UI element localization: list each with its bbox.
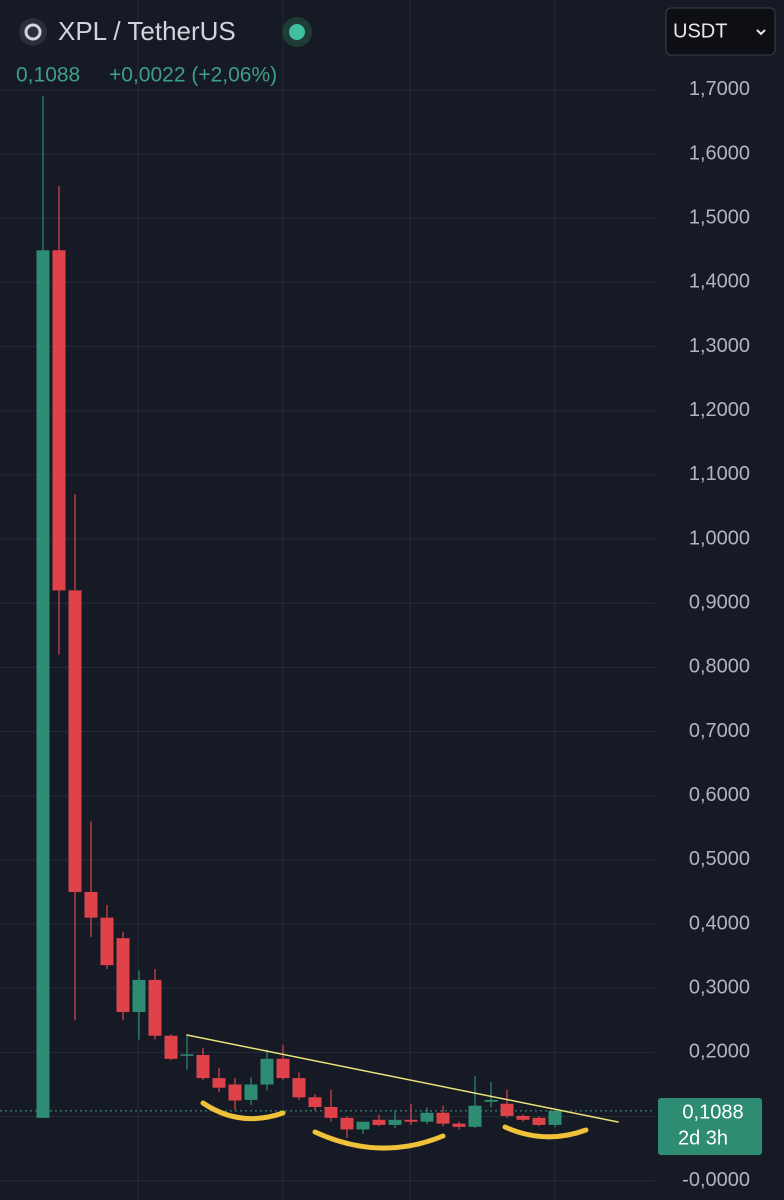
currency-button[interactable]: USDT bbox=[665, 7, 776, 56]
candle-body bbox=[84, 891, 98, 918]
candle-body bbox=[260, 1058, 274, 1085]
trend-line bbox=[186, 1034, 619, 1123]
price-tag-value: 0,1088 bbox=[682, 1101, 743, 1123]
candle-body bbox=[372, 1119, 386, 1125]
candle-body bbox=[228, 1084, 242, 1101]
y-tick-label: 1,7000 bbox=[689, 78, 750, 100]
candle-body bbox=[500, 1103, 514, 1116]
candle-body bbox=[516, 1115, 530, 1120]
symbol-title: XPL / TetherUS bbox=[58, 16, 236, 46]
candle-body bbox=[244, 1084, 258, 1100]
y-tick-label: 1,1000 bbox=[689, 463, 750, 485]
candle-body bbox=[148, 979, 162, 1036]
y-tick-label: 1,6000 bbox=[689, 142, 750, 164]
y-tick-label: 1,3000 bbox=[689, 335, 750, 357]
candle-body bbox=[324, 1106, 338, 1118]
candle-body bbox=[436, 1112, 450, 1124]
candle-body bbox=[36, 250, 50, 1118]
y-tick-label: -0,0000 bbox=[682, 1169, 750, 1191]
candle-body bbox=[292, 1078, 306, 1098]
candle-body bbox=[100, 917, 114, 966]
price-change: +0,0022 (+2,06%) bbox=[109, 64, 277, 87]
y-tick-label: 0,7000 bbox=[689, 720, 750, 742]
candle-body bbox=[388, 1119, 402, 1125]
candle-body bbox=[180, 1054, 194, 1056]
y-tick-label: 0,2000 bbox=[689, 1041, 750, 1063]
last-price: 0,1088 bbox=[16, 64, 80, 87]
candle-body bbox=[116, 938, 130, 1012]
candle-body bbox=[68, 590, 82, 892]
candle-body bbox=[452, 1123, 466, 1127]
y-tick-label: 0,3000 bbox=[689, 977, 750, 999]
candle-body bbox=[52, 250, 66, 591]
candle-body bbox=[484, 1099, 498, 1102]
candle-body bbox=[308, 1097, 322, 1107]
candle-body bbox=[548, 1110, 562, 1125]
highlight-arc bbox=[502, 1124, 589, 1140]
y-tick-label: 1,4000 bbox=[689, 271, 750, 293]
header: XPL / TetherUS 0,1088 +0,0022 (+2,06%) bbox=[16, 16, 312, 87]
price-tag-countdown: 2d 3h bbox=[678, 1127, 728, 1149]
y-tick-label: 1,0000 bbox=[689, 527, 750, 549]
highlight-arc bbox=[200, 1100, 286, 1122]
y-tick-label: 0,4000 bbox=[689, 912, 750, 934]
candle-body bbox=[420, 1112, 434, 1122]
candle-body bbox=[356, 1121, 370, 1130]
candle-body bbox=[196, 1054, 210, 1079]
price-tag: 0,1088 2d 3h bbox=[658, 1098, 762, 1155]
candle-body bbox=[276, 1058, 290, 1079]
y-tick-label: 0,6000 bbox=[689, 784, 750, 806]
candle-body bbox=[212, 1078, 226, 1088]
candle-body bbox=[132, 979, 146, 1012]
currency-label[interactable]: USDT bbox=[673, 20, 727, 42]
y-tick-label: 1,2000 bbox=[689, 399, 750, 421]
logo-mark bbox=[24, 23, 42, 41]
logo bbox=[19, 18, 47, 46]
candle-body bbox=[404, 1119, 418, 1122]
currency-button-box[interactable] bbox=[665, 7, 776, 56]
status-dot bbox=[289, 24, 305, 40]
price-tag-box bbox=[658, 1098, 762, 1155]
candle-body bbox=[340, 1117, 354, 1130]
highlight-arc bbox=[312, 1129, 446, 1151]
y-tick-label: 1,5000 bbox=[689, 206, 750, 228]
y-tick-label: 0,5000 bbox=[689, 848, 750, 870]
dropdown-chevron[interactable] bbox=[756, 29, 766, 36]
y-tick-label: 0,8000 bbox=[689, 656, 750, 678]
candle-body bbox=[468, 1105, 482, 1127]
candle-body bbox=[532, 1117, 546, 1125]
y-tick-label: 0,9000 bbox=[689, 591, 750, 613]
candle-body bbox=[164, 1035, 178, 1059]
